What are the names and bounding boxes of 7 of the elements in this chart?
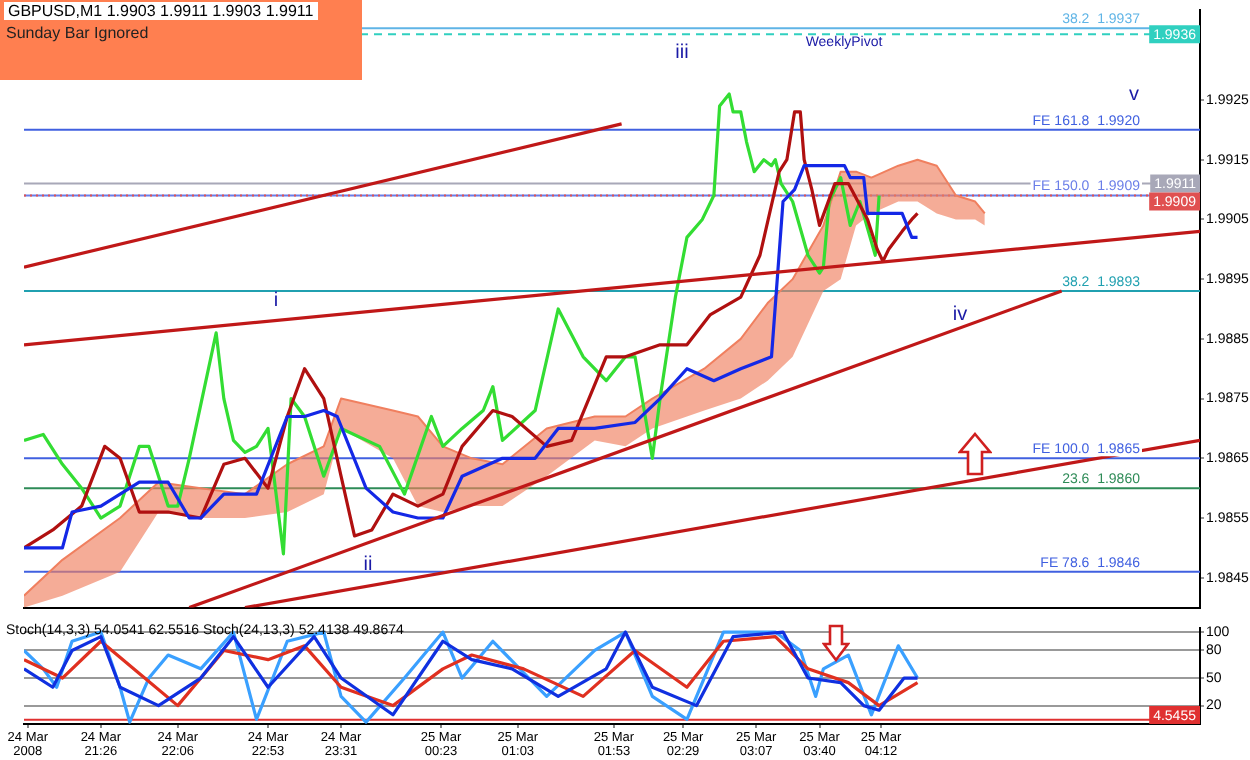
annotation: v (1129, 83, 1139, 106)
annotation: i (273, 289, 279, 312)
text: Sunday Bar Ignored (6, 24, 149, 42)
annotation: iii (675, 41, 689, 64)
chart-title: GBPUSD,M1 1.9903 1.9911 1.9903 1.9911 (4, 2, 318, 20)
annotation: ii (363, 553, 373, 576)
annotation: iv (952, 303, 968, 326)
